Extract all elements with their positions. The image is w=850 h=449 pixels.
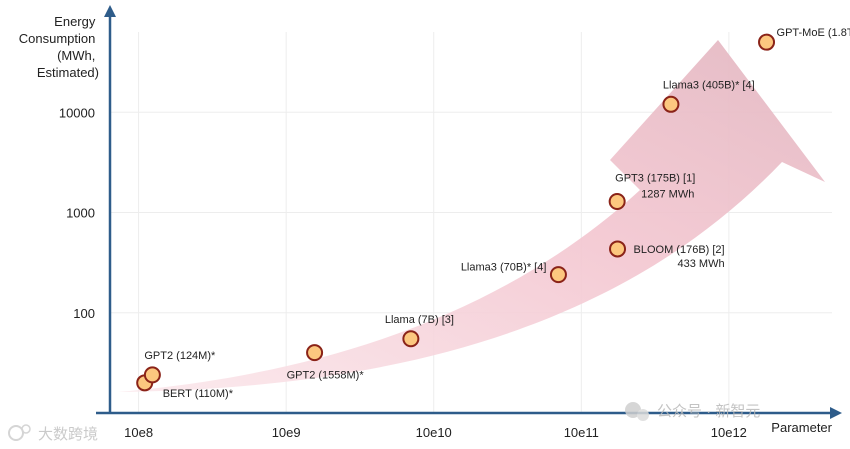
x-tick-label: 10e11 bbox=[564, 425, 599, 440]
data-point-label: Llama3 (70B)* [4] bbox=[461, 262, 547, 274]
wechat-icon bbox=[625, 402, 641, 418]
y-axis-arrowhead bbox=[104, 5, 116, 17]
data-point-label: GPT-MoE (1.8T)* [5] bbox=[777, 27, 850, 39]
y-axis-label-line: Energy bbox=[54, 14, 96, 29]
data-point-sublabel: 1287 MWh bbox=[641, 189, 694, 201]
data-point-marker bbox=[306, 344, 324, 362]
data-point-label: BERT (110M)* bbox=[163, 388, 234, 400]
y-axis-label: Energy Consumption (MWh, Estimated) bbox=[19, 14, 99, 80]
data-point-sublabel: 433 MWh bbox=[678, 258, 725, 270]
y-tick-label: 10000 bbox=[59, 105, 95, 120]
wechat-icon bbox=[637, 409, 649, 421]
data-point-marker bbox=[549, 266, 567, 284]
x-tick-label: 10e8 bbox=[124, 425, 153, 440]
x-axis-arrowhead bbox=[830, 407, 842, 419]
data-point-label: GPT3 (175B) [1] bbox=[615, 173, 695, 185]
x-tick-label: 10e9 bbox=[272, 425, 301, 440]
watermark-left-text: 大数跨境 bbox=[38, 425, 98, 443]
data-point-marker bbox=[609, 240, 627, 258]
x-tick-label: 10e10 bbox=[416, 425, 452, 440]
tick-labels: 10e8 10e9 10e10 10e11 10e12 100 1000 10000 bbox=[59, 105, 747, 440]
data-point-marker bbox=[662, 95, 680, 113]
watermark-logo-icon bbox=[8, 425, 24, 441]
data-point-marker bbox=[758, 33, 776, 51]
data-point-label: GPT2 (1558M)* bbox=[287, 370, 365, 382]
y-axis-label-line: Consumption bbox=[19, 31, 96, 46]
data-point-marker bbox=[143, 366, 161, 384]
watermark-right-text: 公众号 · 新智元 bbox=[657, 402, 760, 420]
data-point-label: Llama3 (405B)* [4] bbox=[663, 79, 755, 91]
watermark-logo-icon bbox=[21, 424, 31, 434]
y-axis-label-line: (MWh, bbox=[57, 48, 95, 63]
data-point-label: Llama (7B) [3] bbox=[385, 314, 454, 326]
y-axis-label-line: Estimated) bbox=[37, 65, 99, 80]
y-tick-label: 100 bbox=[73, 306, 95, 321]
watermark-left: 大数跨境 bbox=[8, 424, 98, 443]
data-point-marker bbox=[402, 330, 420, 348]
data-points: BERT (110M)* GPT2 (124M)* GPT2 (1558M)* Lla… bbox=[136, 27, 850, 400]
x-tick-label: 10e12 bbox=[711, 425, 747, 440]
trend-arrow bbox=[118, 40, 825, 392]
watermark-right: 公众号 · 新智元 bbox=[625, 402, 760, 421]
y-tick-label: 1000 bbox=[66, 206, 95, 221]
data-point-marker bbox=[608, 193, 626, 211]
data-point-label: BLOOM (176B) [2] bbox=[634, 244, 725, 256]
x-axis-label: Parameter bbox=[771, 420, 832, 435]
data-point-label: GPT2 (124M)* bbox=[144, 350, 216, 362]
